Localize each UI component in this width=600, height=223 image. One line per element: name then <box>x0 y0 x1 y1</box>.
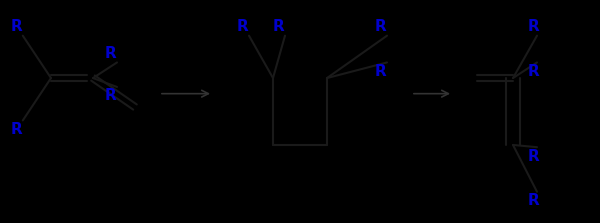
Text: R: R <box>11 122 23 137</box>
Text: R: R <box>528 149 540 164</box>
Text: R: R <box>528 19 540 34</box>
Text: R: R <box>375 64 387 79</box>
Text: R: R <box>237 19 249 34</box>
Text: R: R <box>11 19 23 34</box>
Text: R: R <box>273 19 285 34</box>
Text: R: R <box>375 19 387 34</box>
Text: R: R <box>528 193 540 208</box>
Text: R: R <box>528 64 540 79</box>
Text: R: R <box>105 46 117 61</box>
Text: R: R <box>105 88 117 103</box>
